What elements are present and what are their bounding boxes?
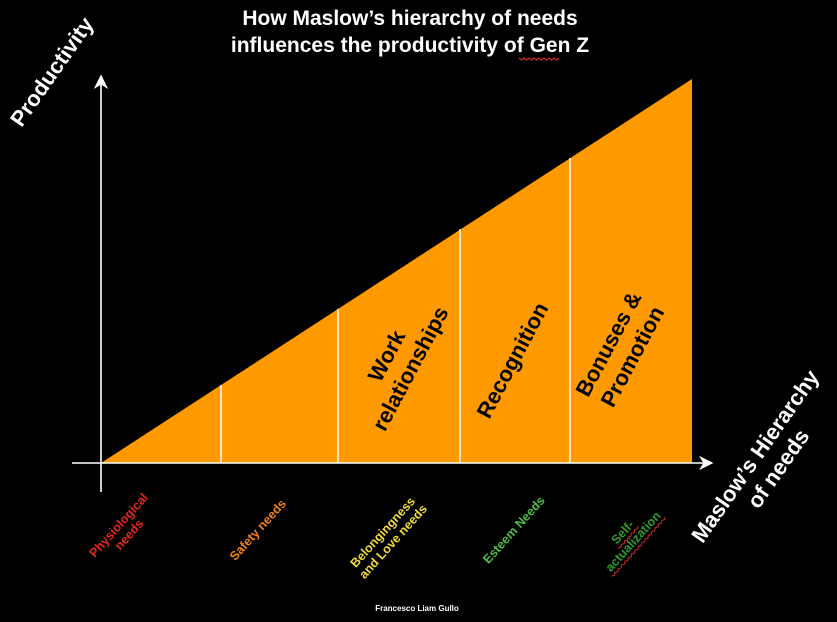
category-label-line: Safety needs (227, 497, 289, 564)
chart-title-line-2: influences the productivity of Gen Z (231, 34, 589, 57)
category-label: Belongingnessand Love needs (346, 492, 430, 581)
chart-title-line-2-prefix: influences the productivity of (231, 34, 530, 57)
category-spellcheck-underline (611, 516, 666, 577)
chart-title-line-1: How Maslow’s hierarchy of needs (242, 7, 577, 30)
category-label: Safety needs (227, 497, 289, 564)
productivity-triangle (101, 79, 692, 463)
author-credit: Francesco Liam Gullo (375, 604, 459, 613)
category-labels: Physiologicalneeds Safety needs Belongingn… (87, 491, 666, 581)
chart-title-gen-z: Gen Z (530, 34, 590, 57)
category-label: Esteem Needs (480, 494, 548, 567)
spellcheck-underline (518, 57, 560, 61)
category-label-line: Esteem Needs (480, 494, 548, 567)
category-label: Physiologicalneeds (87, 491, 162, 570)
x-axis-label-line-1: Maslow’s Hierarchy (686, 365, 824, 548)
y-axis-label: Productivity (5, 12, 99, 131)
x-axis-label: Maslow’s Hierarchy of needs (686, 360, 837, 562)
